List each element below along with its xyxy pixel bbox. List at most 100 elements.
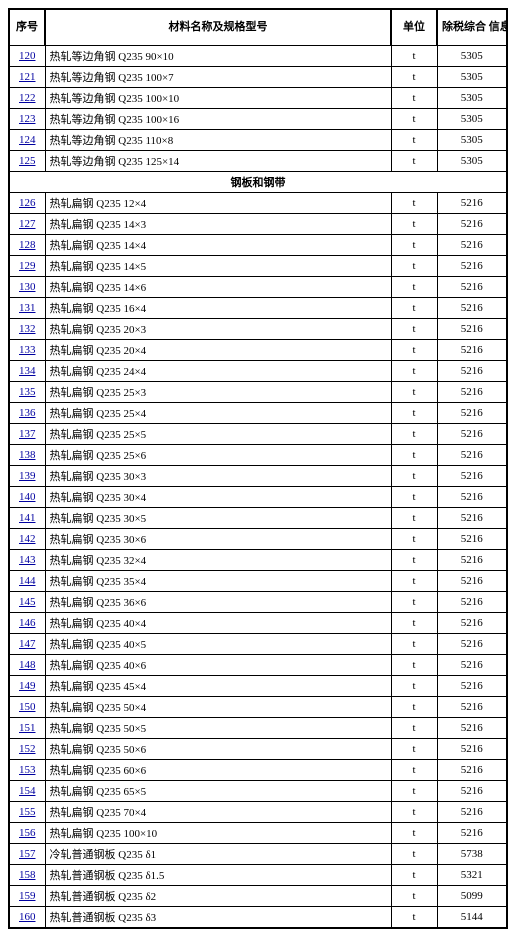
row-price: 5216 xyxy=(437,255,507,276)
row-index-link[interactable]: 143 xyxy=(19,554,36,566)
row-index-cell: 136 xyxy=(9,402,45,423)
row-index-link[interactable]: 124 xyxy=(19,134,36,146)
row-index-cell: 153 xyxy=(9,759,45,780)
row-index-link[interactable]: 130 xyxy=(19,281,36,293)
row-index-cell: 141 xyxy=(9,507,45,528)
row-name: 热轧扁钢 Q235 50×5 xyxy=(45,717,391,738)
row-index-link[interactable]: 129 xyxy=(19,260,36,272)
row-index-link[interactable]: 140 xyxy=(19,491,36,503)
row-price: 5321 xyxy=(437,864,507,885)
row-index-link[interactable]: 160 xyxy=(19,911,36,923)
row-index-link[interactable]: 155 xyxy=(19,806,36,818)
table-row: 139热轧扁钢 Q235 30×3t5216 xyxy=(9,465,507,486)
row-unit: t xyxy=(391,465,437,486)
row-unit: t xyxy=(391,801,437,822)
row-unit: t xyxy=(391,528,437,549)
row-price: 5216 xyxy=(437,234,507,255)
row-index-link[interactable]: 153 xyxy=(19,764,36,776)
row-index-link[interactable]: 125 xyxy=(19,155,36,167)
row-index-cell: 137 xyxy=(9,423,45,444)
row-index-link[interactable]: 133 xyxy=(19,344,36,356)
row-unit: t xyxy=(391,654,437,675)
row-name: 热轧扁钢 Q235 65×5 xyxy=(45,780,391,801)
table-row: 130热轧扁钢 Q235 14×6t5216 xyxy=(9,276,507,297)
row-index-link[interactable]: 146 xyxy=(19,617,36,629)
row-price: 5216 xyxy=(437,507,507,528)
row-index-link[interactable]: 131 xyxy=(19,302,36,314)
row-unit: t xyxy=(391,66,437,87)
row-name: 热轧扁钢 Q235 20×4 xyxy=(45,339,391,360)
row-index-link[interactable]: 144 xyxy=(19,575,36,587)
material-price-table-wrap: 序号 材料名称及规格型号 单位 除税综合 信息价 120热轧等边角钢 Q235 … xyxy=(8,8,508,929)
row-unit: t xyxy=(391,297,437,318)
row-index-link[interactable]: 149 xyxy=(19,680,36,692)
row-price: 5216 xyxy=(437,822,507,843)
row-index-link[interactable]: 156 xyxy=(19,827,36,839)
row-name: 热轧扁钢 Q235 35×4 xyxy=(45,570,391,591)
section-title: 钢板和钢带 xyxy=(9,171,507,192)
row-index-link[interactable]: 152 xyxy=(19,743,36,755)
table-row: 157冷轧普通钢板 Q235 δ1t5738 xyxy=(9,843,507,864)
row-unit: t xyxy=(391,150,437,171)
row-index-link[interactable]: 150 xyxy=(19,701,36,713)
row-name: 热轧扁钢 Q235 50×4 xyxy=(45,696,391,717)
row-unit: t xyxy=(391,192,437,213)
row-index-link[interactable]: 142 xyxy=(19,533,36,545)
row-index-link[interactable]: 157 xyxy=(19,848,36,860)
header-price: 除税综合 信息价 xyxy=(437,9,507,45)
row-index-link[interactable]: 159 xyxy=(19,890,36,902)
row-name: 热轧扁钢 Q235 25×3 xyxy=(45,381,391,402)
row-index-link[interactable]: 158 xyxy=(19,869,36,881)
row-index-cell: 130 xyxy=(9,276,45,297)
row-price: 5738 xyxy=(437,843,507,864)
row-unit: t xyxy=(391,45,437,66)
row-index-link[interactable]: 145 xyxy=(19,596,36,608)
row-index-link[interactable]: 123 xyxy=(19,113,36,125)
row-index-link[interactable]: 132 xyxy=(19,323,36,335)
row-index-cell: 138 xyxy=(9,444,45,465)
table-row: 135热轧扁钢 Q235 25×3t5216 xyxy=(9,381,507,402)
row-index-link[interactable]: 134 xyxy=(19,365,36,377)
row-index-link[interactable]: 151 xyxy=(19,722,36,734)
row-index-link[interactable]: 127 xyxy=(19,218,36,230)
row-index-link[interactable]: 136 xyxy=(19,407,36,419)
table-row: 160热轧普通钢板 Q235 δ3t5144 xyxy=(9,906,507,928)
row-index-link[interactable]: 141 xyxy=(19,512,36,524)
row-index-link[interactable]: 139 xyxy=(19,470,36,482)
row-index-link[interactable]: 137 xyxy=(19,428,36,440)
table-row: 128热轧扁钢 Q235 14×4t5216 xyxy=(9,234,507,255)
row-index-cell: 151 xyxy=(9,717,45,738)
row-unit: t xyxy=(391,318,437,339)
row-unit: t xyxy=(391,738,437,759)
row-index-link[interactable]: 122 xyxy=(19,92,36,104)
table-row: 134热轧扁钢 Q235 24×4t5216 xyxy=(9,360,507,381)
row-name: 热轧扁钢 Q235 12×4 xyxy=(45,192,391,213)
row-index-link[interactable]: 121 xyxy=(19,71,36,83)
row-index-cell: 157 xyxy=(9,843,45,864)
row-index-link[interactable]: 148 xyxy=(19,659,36,671)
table-row: 153热轧扁钢 Q235 60×6t5216 xyxy=(9,759,507,780)
table-row: 150热轧扁钢 Q235 50×4t5216 xyxy=(9,696,507,717)
row-index-link[interactable]: 126 xyxy=(19,197,36,209)
row-index-link[interactable]: 147 xyxy=(19,638,36,650)
row-price: 5305 xyxy=(437,150,507,171)
material-price-table: 序号 材料名称及规格型号 单位 除税综合 信息价 120热轧等边角钢 Q235 … xyxy=(8,8,508,929)
row-name: 热轧扁钢 Q235 100×10 xyxy=(45,822,391,843)
table-row: 154热轧扁钢 Q235 65×5t5216 xyxy=(9,780,507,801)
table-row: 155热轧扁钢 Q235 70×4t5216 xyxy=(9,801,507,822)
row-index-link[interactable]: 120 xyxy=(19,50,36,62)
table-row: 133热轧扁钢 Q235 20×4t5216 xyxy=(9,339,507,360)
row-name: 热轧扁钢 Q235 14×6 xyxy=(45,276,391,297)
row-price: 5216 xyxy=(437,633,507,654)
row-price: 5216 xyxy=(437,360,507,381)
row-index-link[interactable]: 135 xyxy=(19,386,36,398)
row-index-cell: 142 xyxy=(9,528,45,549)
row-price: 5216 xyxy=(437,717,507,738)
row-index-link[interactable]: 154 xyxy=(19,785,36,797)
row-index-link[interactable]: 138 xyxy=(19,449,36,461)
row-index-link[interactable]: 128 xyxy=(19,239,36,251)
row-name: 热轧扁钢 Q235 25×5 xyxy=(45,423,391,444)
row-unit: t xyxy=(391,822,437,843)
row-price: 5305 xyxy=(437,66,507,87)
row-index-cell: 143 xyxy=(9,549,45,570)
